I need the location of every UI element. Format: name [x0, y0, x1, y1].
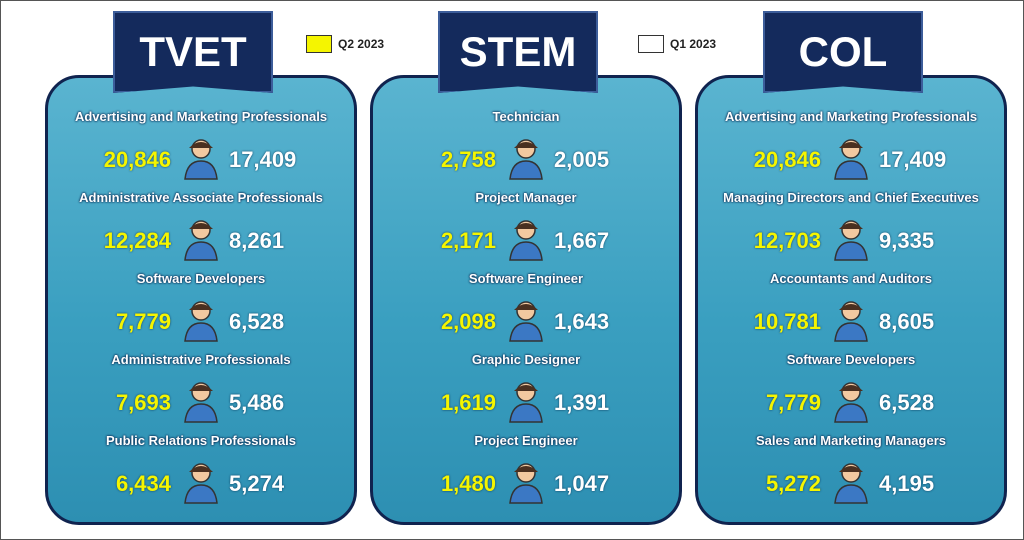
item-label: Public Relations Professionals: [48, 433, 354, 448]
icon: [179, 136, 223, 180]
legend-label: Q1 2023: [670, 35, 716, 53]
item-label: Sales and Marketing Managers: [698, 433, 1004, 448]
q2-value: 20,846: [754, 146, 821, 174]
q1-value: 1,391: [554, 389, 609, 417]
item-label: Project Engineer: [373, 433, 679, 448]
item-label: Project Manager: [373, 190, 679, 205]
icon: [179, 379, 223, 423]
q2-value: 6,434: [116, 470, 171, 498]
q1-value: 8,261: [229, 227, 284, 255]
panel-title: TVET: [113, 11, 273, 93]
q2-value: 7,693: [116, 389, 171, 417]
item-label: Accountants and Auditors: [698, 271, 1004, 286]
q1-value: 1,047: [554, 470, 609, 498]
legend-label: Q2 2023: [338, 35, 384, 53]
item-label: Software Developers: [698, 352, 1004, 367]
q2-value: 12,284: [104, 227, 171, 255]
item-label: Graphic Designer: [373, 352, 679, 367]
q2-value: 2,171: [441, 227, 496, 255]
q1-value: 8,605: [879, 308, 934, 336]
q2-value: 7,779: [766, 389, 821, 417]
q1-value: 5,486: [229, 389, 284, 417]
icon: [829, 136, 873, 180]
item-label: Advertising and Marketing Professionals: [48, 109, 354, 124]
q1-value: 5,274: [229, 470, 284, 498]
q1-value: 17,409: [229, 146, 296, 174]
icon: [504, 298, 548, 342]
q2-value: 20,846: [104, 146, 171, 174]
icon: [829, 217, 873, 261]
item-label: Managing Directors and Chief Executives: [698, 190, 1004, 205]
item-label: Software Developers: [48, 271, 354, 286]
icon: [179, 298, 223, 342]
item-label: Software Engineer: [373, 271, 679, 286]
panel-title: STEM: [438, 11, 598, 93]
icon: [504, 136, 548, 180]
q2-value: 12,703: [754, 227, 821, 255]
q2-value: 10,781: [754, 308, 821, 336]
legend-swatch: [638, 35, 664, 53]
icon: [179, 217, 223, 261]
legend-swatch: [306, 35, 332, 53]
q1-value: 17,409: [879, 146, 946, 174]
q1-value: 6,528: [879, 389, 934, 417]
item-label: Administrative Professionals: [48, 352, 354, 367]
item-label: Technician: [373, 109, 679, 124]
q2-value: 5,272: [766, 470, 821, 498]
q1-value: 1,667: [554, 227, 609, 255]
infographic: Q2 2023 Q1 2023 TVET Advertising and Market…: [0, 0, 1024, 540]
q1-value: 2,005: [554, 146, 609, 174]
q1-value: 1,643: [554, 308, 609, 336]
item-label: Advertising and Marketing Professionals: [698, 109, 1004, 124]
item-label: Administrative Associate Professionals: [48, 190, 354, 205]
icon: [179, 460, 223, 504]
q2-value: 2,098: [441, 308, 496, 336]
q1-value: 6,528: [229, 308, 284, 336]
icon: [504, 460, 548, 504]
q2-value: 7,779: [116, 308, 171, 336]
q2-value: 2,758: [441, 146, 496, 174]
panel-title: COL: [763, 11, 923, 93]
q1-value: 9,335: [879, 227, 934, 255]
icon: [504, 379, 548, 423]
icon: [829, 298, 873, 342]
icon: [829, 460, 873, 504]
icon: [829, 379, 873, 423]
q1-value: 4,195: [879, 470, 934, 498]
icon: [504, 217, 548, 261]
q2-value: 1,619: [441, 389, 496, 417]
q2-value: 1,480: [441, 470, 496, 498]
